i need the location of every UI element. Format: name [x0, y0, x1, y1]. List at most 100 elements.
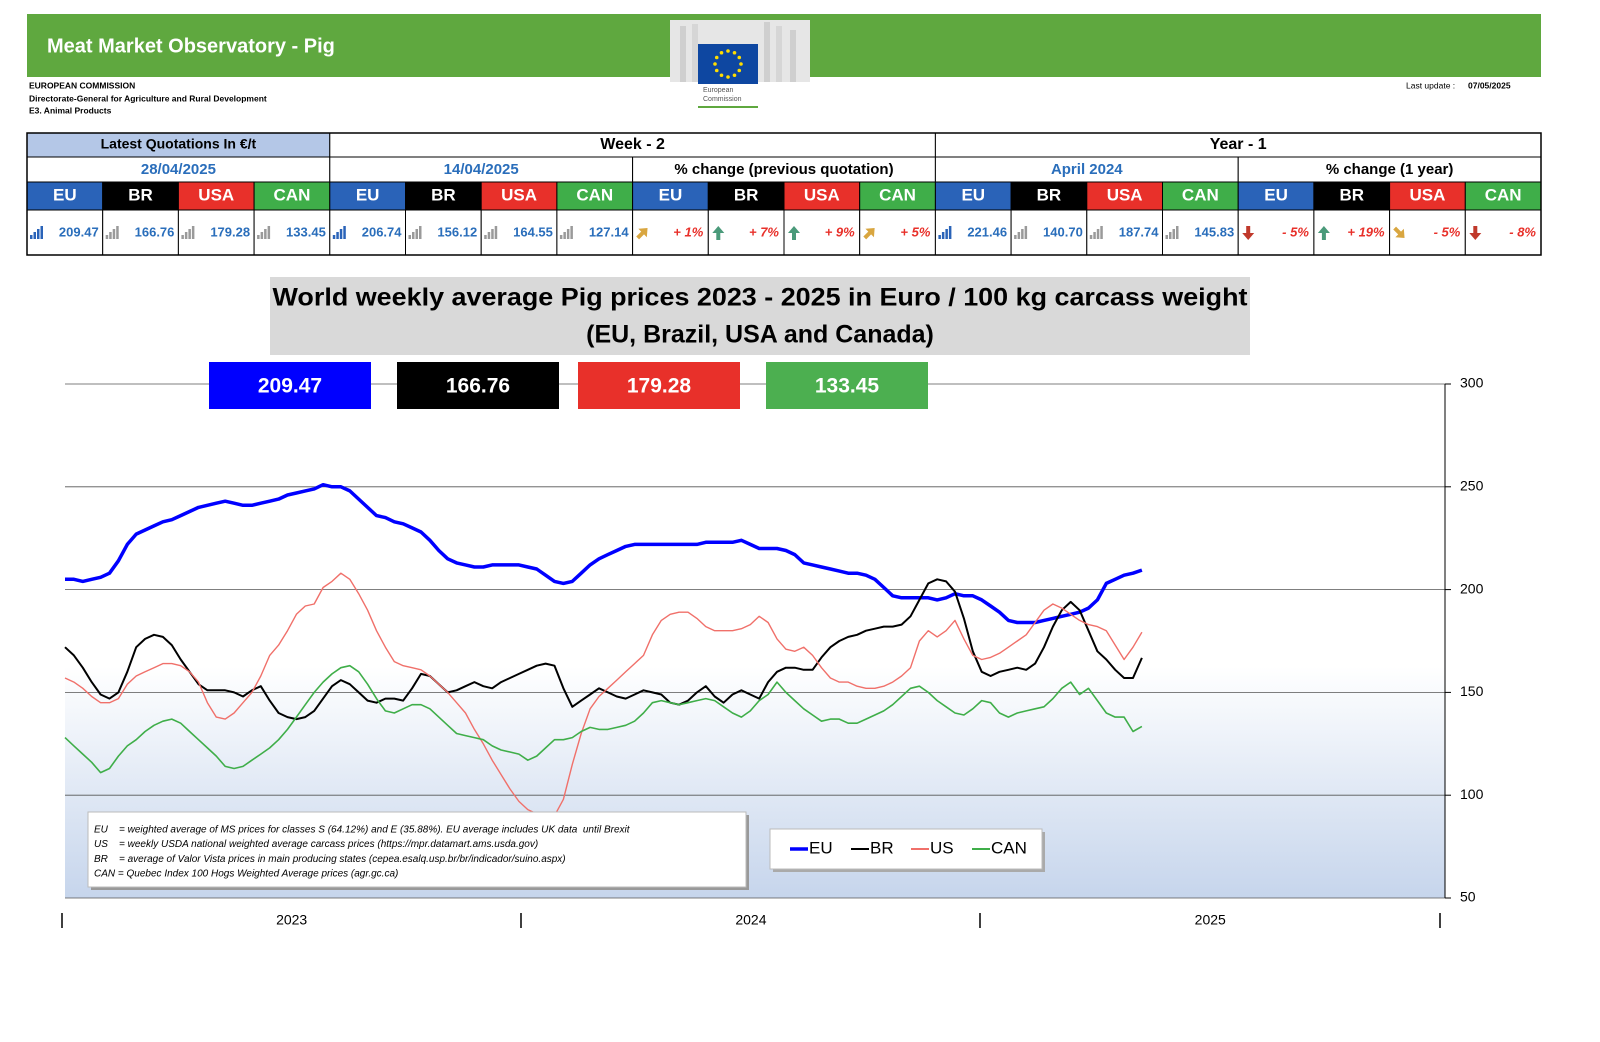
- bar-icon: [33, 232, 36, 239]
- bar-icon: [1100, 226, 1103, 239]
- y-tick-label: 250: [1460, 478, 1484, 494]
- series-line: [65, 482, 1143, 625]
- bar-icon: [184, 232, 188, 239]
- bar-icon: [1172, 229, 1175, 239]
- table-cell: [1162, 209, 1239, 256]
- series-line: [64, 664, 1143, 774]
- legend-label: BR: [870, 838, 894, 857]
- bar-icon: [260, 232, 264, 239]
- trend-arrow: [1317, 226, 1330, 240]
- pct-change: - 5%: [1282, 224, 1309, 239]
- table-cell: [177, 209, 255, 256]
- country-header: BR: [1339, 185, 1364, 204]
- bar-icon: [945, 229, 948, 239]
- legend-label: EU: [809, 838, 833, 857]
- table-cell: [405, 209, 482, 256]
- country-header: BR: [431, 185, 456, 204]
- country-header: CAN: [576, 185, 613, 204]
- country-header: USA: [1107, 185, 1143, 204]
- series-line: [64, 572, 1143, 819]
- value-badge: [766, 362, 928, 409]
- bar-icon: [941, 232, 945, 239]
- header-title: Meat Market Observatory - Pig: [47, 35, 335, 57]
- trend-arrow: [712, 226, 725, 240]
- sub-header: 14/04/2025: [444, 161, 519, 178]
- country-header: BR: [734, 185, 759, 204]
- legend-label: US: [930, 838, 954, 857]
- table-cell: [1237, 156, 1542, 183]
- bar-icon: [1096, 229, 1100, 239]
- y-tick-label: 300: [1460, 375, 1484, 391]
- bar-icon: [116, 226, 119, 239]
- y-tick-label: 200: [1460, 580, 1484, 596]
- group-header: Week - 2: [600, 136, 665, 153]
- table-cell: [329, 181, 406, 211]
- table-cell: [1010, 181, 1088, 211]
- bar-icon: [30, 235, 33, 239]
- table-cell: [1313, 181, 1391, 211]
- price-value: 140.70: [1043, 224, 1083, 239]
- country-header: EU: [659, 185, 683, 204]
- bar-icon: [40, 226, 43, 239]
- bar-icon: [1176, 226, 1179, 239]
- sub-header: 28/04/2025: [141, 161, 216, 178]
- trend-arrow: [1393, 226, 1405, 238]
- trend-arrow: [1469, 226, 1482, 240]
- org-line: E3. Animal Products: [29, 105, 112, 115]
- x-tick-label: 2025: [1195, 912, 1226, 928]
- price-value: 206.74: [362, 224, 403, 239]
- bar-icon: [570, 226, 573, 239]
- bar-icon: [1017, 232, 1021, 239]
- badge-value: 166.76: [446, 375, 510, 398]
- pct-change: + 19%: [1347, 224, 1385, 239]
- bar-icon: [1024, 226, 1028, 239]
- bar-icon: [109, 232, 112, 239]
- last-update: 07/05/2025: [1468, 80, 1511, 90]
- table-cell: [480, 181, 558, 211]
- table-cell: [556, 209, 634, 256]
- bar-icon: [1014, 235, 1017, 239]
- value-badge: [397, 362, 559, 409]
- sub-header: % change (1 year): [1326, 161, 1454, 178]
- bar-icon: [419, 226, 422, 239]
- table-cell: [632, 181, 709, 211]
- bar-icon: [948, 226, 952, 239]
- price-value: 179.28: [210, 224, 250, 239]
- table-cell: [934, 181, 1012, 211]
- pct-change: + 7%: [749, 224, 779, 239]
- pct-change: - 8%: [1509, 224, 1536, 239]
- country-header: BR: [1037, 185, 1062, 204]
- price-value: 209.47: [59, 224, 99, 239]
- price-value: 166.76: [135, 224, 175, 239]
- price-value: 127.14: [589, 224, 630, 239]
- bar-icon: [37, 229, 40, 239]
- table-cell: [1237, 209, 1315, 256]
- note-line: US = weekly USDA national weighted avera…: [94, 839, 538, 850]
- country-header: EU: [356, 185, 380, 204]
- bar-icon: [563, 232, 566, 239]
- bar-icon: [336, 232, 339, 239]
- x-tick-label: 2023: [276, 912, 307, 928]
- chart-subtitle: (EU, Brazil, USA and Canada): [586, 321, 934, 349]
- country-header: USA: [804, 185, 840, 204]
- note-line: EU = weighted average of MS prices for c…: [94, 825, 631, 836]
- trend-arrow: [636, 228, 648, 240]
- country-header: USA: [1409, 185, 1445, 204]
- bar-icon: [494, 226, 498, 239]
- bar-icon: [566, 229, 570, 239]
- table-cell: [1464, 209, 1542, 256]
- chart-title-box: [270, 277, 1250, 355]
- table-cell: [783, 181, 861, 211]
- bar-icon: [1021, 229, 1024, 239]
- value-badge: [578, 362, 740, 409]
- table-cell: [329, 209, 406, 256]
- notes-box: [87, 811, 747, 888]
- price-value: 164.55: [513, 224, 553, 239]
- note-line: BR = average of Valor Vista prices in ma…: [94, 854, 566, 865]
- trend-arrow: [788, 226, 800, 240]
- bar-icon: [484, 235, 487, 239]
- bar-icon: [1169, 232, 1172, 239]
- table-cell: [102, 209, 179, 256]
- price-value: 156.12: [437, 224, 477, 239]
